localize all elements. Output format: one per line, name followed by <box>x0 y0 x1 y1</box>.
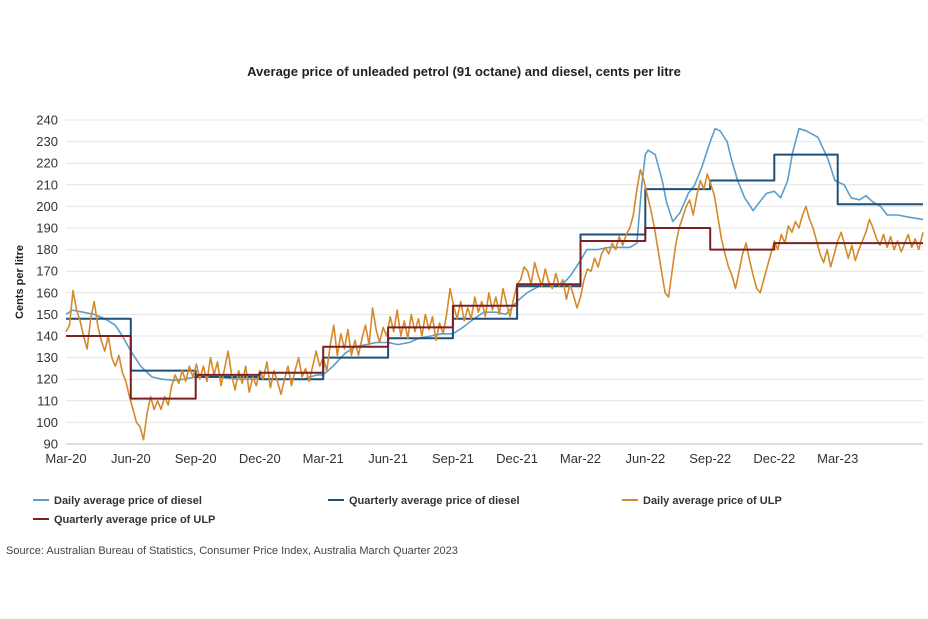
y-axis-label: Cents per litre <box>14 245 26 319</box>
x-tick-label: Sep-21 <box>432 451 474 466</box>
gridlines <box>66 119 923 445</box>
y-tick-label: 240 <box>36 113 58 128</box>
y-tick-label: 150 <box>36 307 58 322</box>
x-tick-label: Sep-20 <box>175 451 217 466</box>
x-tick-label: Jun-21 <box>368 451 408 466</box>
x-tick-label: Dec-21 <box>496 451 538 466</box>
y-tick-label: 140 <box>36 329 58 344</box>
x-tick-label: Jun-20 <box>111 451 151 466</box>
y-axis-ticks: 90 100 110 120 130 140 150 160 170 180 190 200 210 22… <box>36 113 58 452</box>
legend-label-quarterly-average-price-of-ulp: Quarterly average price of ULP <box>54 514 215 526</box>
source-note: Source: Australian Bureau of Statistics,… <box>6 545 458 557</box>
y-tick-label: 160 <box>36 285 58 300</box>
y-tick-label: 230 <box>36 134 58 149</box>
x-tick-label: Dec-22 <box>753 451 795 466</box>
y-tick-label: 100 <box>36 415 58 430</box>
y-tick-label: 170 <box>36 264 58 279</box>
y-tick-label: 210 <box>36 177 58 192</box>
series-line-daily-average-price-of-ulp <box>65 168 924 441</box>
x-tick-label: Mar-20 <box>45 451 86 466</box>
x-tick-label: Mar-21 <box>303 451 344 466</box>
y-tick-label: 180 <box>36 242 58 257</box>
x-tick-label: Mar-23 <box>817 451 858 466</box>
y-tick-label: 110 <box>37 393 58 408</box>
x-tick-label: Dec-20 <box>239 451 281 466</box>
x-tick-label: Mar-22 <box>560 451 601 466</box>
chart-title: Average price of unleaded petrol (91 oct… <box>247 64 681 79</box>
x-tick-label: Jun-22 <box>625 451 665 466</box>
legend-label-quarterly-average-price-of-diesel: Quarterly average price of diesel <box>349 495 520 507</box>
legend: Daily average price of diesel Quarterly a… <box>33 495 782 526</box>
series-line-quarterly-average-price-of-ulp <box>66 227 923 400</box>
series-lines <box>65 127 924 441</box>
y-tick-label: 200 <box>36 199 58 214</box>
y-tick-label: 130 <box>36 350 58 365</box>
series-line-quarterly-average-price-of-diesel <box>66 153 923 381</box>
y-tick-label: 90 <box>44 437 58 452</box>
legend-label-daily-average-price-of-diesel: Daily average price of diesel <box>54 495 202 507</box>
legend-label-daily-average-price-of-ulp: Daily average price of ULP <box>643 495 782 507</box>
x-tick-label: Sep-22 <box>689 451 731 466</box>
y-tick-label: 120 <box>36 372 58 387</box>
y-tick-label: 220 <box>36 156 58 171</box>
series-line-daily-average-price-of-diesel <box>65 127 924 382</box>
x-axis-ticks: Mar-20 Jun-20 Sep-20 Dec-20 Mar-21 Jun-21 Sep-… <box>45 451 858 466</box>
y-tick-label: 190 <box>36 221 58 236</box>
